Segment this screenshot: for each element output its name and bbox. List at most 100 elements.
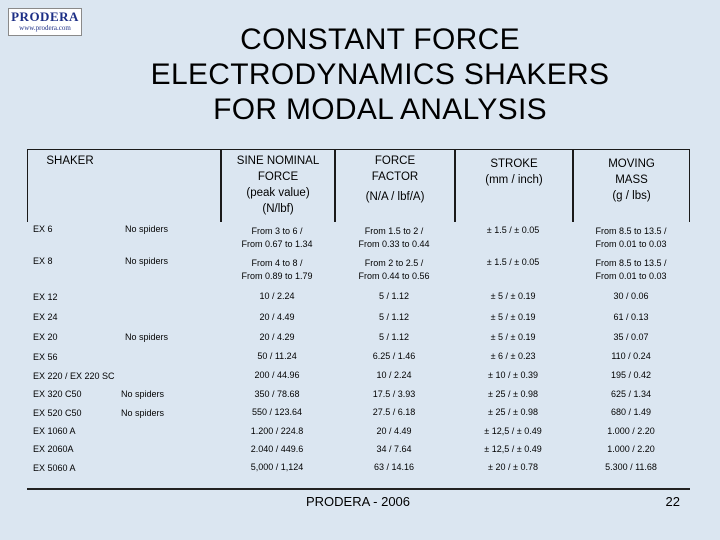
bottom-rule: [27, 488, 690, 490]
table-row: EX 520 C50 No spiders 550 / 123.64 27.5 / 6…: [27, 403, 690, 422]
cell-mass-line: 61 / 0.13: [613, 311, 649, 322]
cell-factor: 27.5 / 6.18: [334, 403, 454, 422]
cell-force-line: 550 / 123.64: [251, 407, 303, 417]
cell-mass: 110 / 0.24: [572, 347, 690, 366]
cell-factor-line: 5 / 1.12: [379, 311, 410, 322]
cell-note: No spiders: [121, 389, 165, 399]
cell-stroke: ± 10 / ± 0.39: [454, 366, 572, 385]
cell-mass-line: 30 / 0.06: [613, 291, 649, 301]
cell-model: EX 1060 A: [33, 426, 76, 436]
cell-mass: 30 / 0.06: [572, 286, 690, 307]
cell-note: [117, 440, 220, 458]
cell-force-line: From 0.67 to 1.34: [241, 239, 313, 249]
cell-factor: 5 / 1.12: [334, 286, 454, 307]
cell-force: 5,000 / 1,124: [220, 458, 334, 477]
cell-note: No spiders: [125, 256, 169, 266]
cell-factor: 63 / 14.16: [334, 458, 454, 477]
cell-factor-line: 10 / 2.24: [376, 370, 412, 380]
cell-factor-line: 5 / 1.12: [379, 291, 410, 301]
cell-force: From 3 to 6 / From 0.67 to 1.34: [220, 222, 334, 254]
prodera-logo: PRODERA www.prodera.com: [8, 8, 82, 36]
cell-model: EX 24: [33, 312, 58, 322]
cell-factor-line: 34 / 7.64: [376, 443, 412, 454]
cell-stroke: ± 6 / ± 0.23: [454, 347, 572, 366]
header-force-factor-line: FORCE: [374, 155, 416, 167]
cell-force-line: 20 / 4.29: [259, 331, 295, 342]
cell-stroke: ± 12,5 / ± 0.49: [454, 440, 572, 458]
cell-force-line: From 0.89 to 1.79: [241, 271, 313, 281]
cell-factor-line: 17.5 / 3.93: [372, 388, 416, 399]
cell-mass-line: From 0.01 to 0.03: [595, 271, 667, 281]
cell-force-line: 20 / 4.49: [259, 311, 295, 322]
cell-stroke-line: ± 6 / ± 0.23: [490, 351, 536, 361]
cell-stroke-line: ± 1.5 / ± 0.05: [486, 225, 540, 235]
cell-mass: 1.000 / 2.20: [572, 422, 690, 440]
cell-stroke-line: ± 5 / ± 0.19: [490, 331, 536, 342]
title-line-2: ELECTRODYNAMICS SHAKERS: [150, 58, 610, 91]
cell-stroke-line: ± 5 / ± 0.19: [490, 311, 536, 322]
cell-force-line: 200 / 44.96: [254, 370, 300, 380]
header-stroke-line: (mm / inch): [485, 174, 543, 186]
table-row: EX 320 C50 No spiders 350 / 78.68 17.5 / 3.…: [27, 385, 690, 403]
cell-stroke: ± 12,5 / ± 0.49: [454, 422, 572, 440]
cell-note: No spiders: [125, 332, 169, 342]
cell-mass-line: From 8.5 to 13.5 /: [595, 258, 667, 268]
cell-factor: 6.25 / 1.46: [334, 347, 454, 366]
cell-mass-line: 680 / 1.49: [610, 407, 652, 417]
cell-stroke: ± 25 / ± 0.98: [454, 403, 572, 422]
table-row: EX 6 No spiders From 3 to 6 / From 0.67 to …: [27, 222, 690, 254]
cell-mass-line: 1.000 / 2.20: [607, 425, 655, 436]
cell-factor: 5 / 1.12: [334, 307, 454, 327]
cell-force: 550 / 123.64: [220, 403, 334, 422]
cell-mass: 680 / 1.49: [572, 403, 690, 422]
header-sine-force-line: SINE NOMINAL: [236, 155, 320, 167]
cell-force-line: 350 / 78.68: [254, 388, 300, 399]
cell-model: EX 520 C50: [33, 407, 82, 418]
shaker-spec-table: SHAKER SINE NOMINAL FORCE (peak value) (…: [27, 149, 691, 477]
cell-force: 10 / 2.24: [220, 286, 334, 307]
cell-mass-line: 195 / 0.42: [610, 370, 652, 380]
cell-stroke-line: ± 20 / ± 0.78: [488, 462, 538, 472]
cell-mass-line: 1.000 / 2.20: [607, 443, 655, 454]
logo-url: www.prodera.com: [19, 24, 71, 32]
table-row: EX 220 / EX 220 SC 200 / 44.96 10 / 2.24 ± …: [27, 366, 690, 385]
cell-mass-line: 35 / 0.07: [613, 331, 649, 342]
title-line-1: CONSTANT FORCE: [240, 23, 520, 56]
cell-force-line: 5,000 / 1,124: [250, 462, 304, 472]
cell-factor-line: 20 / 4.49: [376, 425, 412, 436]
cell-force: From 4 to 8 / From 0.89 to 1.79: [220, 254, 334, 286]
cell-force: 350 / 78.68: [220, 385, 334, 403]
cell-force: 200 / 44.96: [220, 366, 334, 385]
header-force-factor: FORCE FACTOR (N/A / lbf/A): [336, 150, 455, 222]
logo-name: PRODERA: [11, 9, 79, 24]
cell-stroke: ± 1.5 / ± 0.05: [454, 222, 572, 254]
cell-force-line: 1.200 / 224.8: [250, 425, 304, 436]
table-row: EX 24 20 / 4.49 5 / 1.12 ± 5 / ± 0.19 61 / 0…: [27, 307, 690, 327]
header-stroke-line: STROKE: [490, 158, 538, 170]
cell-force-line: From 4 to 8 /: [251, 258, 303, 268]
table-row: EX 8 No spiders From 4 to 8 / From 0.89 to …: [27, 254, 690, 286]
cell-stroke: ± 5 / ± 0.19: [454, 307, 572, 327]
cell-factor-line: 6.25 / 1.46: [372, 351, 416, 361]
cell-factor-line: From 0.44 to 0.56: [358, 271, 430, 281]
footer-text: PRODERA - 2006: [305, 494, 411, 509]
cell-note: [117, 347, 220, 366]
header-sine-force-line: FORCE: [257, 171, 299, 183]
header-moving-mass-line: (g / lbs): [612, 190, 651, 202]
cell-note: [117, 422, 220, 440]
cell-model: EX 8: [33, 256, 53, 266]
table-row: EX 5060 A 5,000 / 1,124 63 / 14.16 ± 20 / ±…: [27, 458, 690, 477]
cell-model: EX 2060A: [33, 444, 74, 454]
cell-stroke: ± 5 / ± 0.19: [454, 286, 572, 307]
cell-stroke: ± 1.5 / ± 0.05: [454, 254, 572, 286]
cell-factor-line: From 2 to 2.5 /: [364, 258, 424, 268]
cell-mass-line: From 8.5 to 13.5 /: [595, 226, 667, 236]
cell-note: No spiders: [125, 224, 169, 234]
header-moving-mass-line: MOVING: [608, 158, 655, 170]
cell-model: EX 56: [33, 351, 58, 362]
cell-force-line: 10 / 2.24: [259, 291, 295, 301]
cell-model: EX 6: [33, 224, 53, 234]
cell-mass-line: 625 / 1.34: [610, 388, 652, 399]
header-shaker: SHAKER: [28, 150, 221, 222]
cell-factor-line: From 0.33 to 0.44: [358, 239, 430, 249]
